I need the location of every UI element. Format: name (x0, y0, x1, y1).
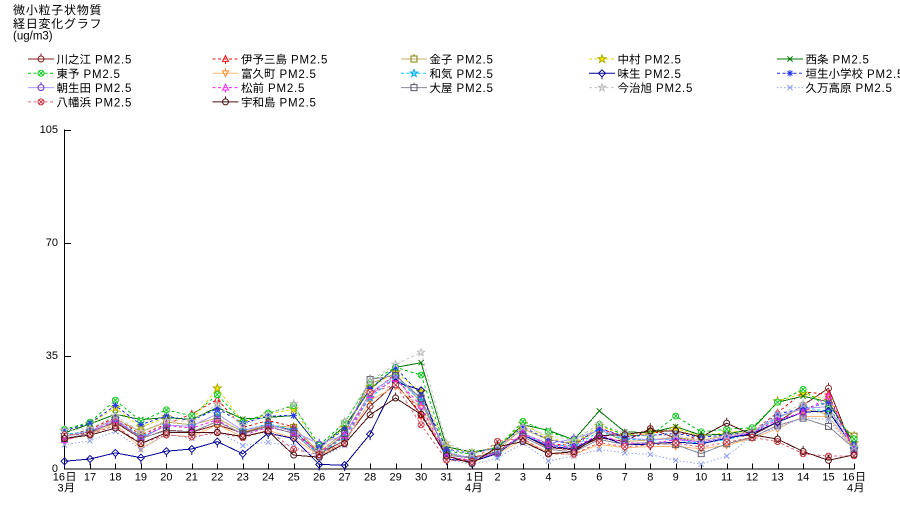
svg-text:35: 35 (46, 350, 58, 362)
svg-text:31: 31 (440, 472, 452, 484)
svg-text:10: 10 (695, 472, 707, 484)
svg-text:PM2.5: PM2.5 (867, 69, 900, 81)
svg-text:26: 26 (313, 472, 325, 484)
svg-text:15: 15 (822, 472, 834, 484)
svg-text:PM2.5: PM2.5 (84, 69, 121, 81)
svg-text:PM2.5: PM2.5 (856, 83, 893, 95)
svg-text:21: 21 (186, 472, 198, 484)
svg-text:PM2.5: PM2.5 (95, 55, 132, 67)
svg-text:4: 4 (465, 483, 471, 495)
svg-text:27: 27 (338, 472, 350, 484)
svg-text:19: 19 (135, 472, 147, 484)
svg-text:20: 20 (160, 472, 172, 484)
svg-text:24: 24 (262, 472, 274, 484)
svg-text:PM2.5: PM2.5 (645, 69, 682, 81)
svg-text:PM2.5: PM2.5 (833, 55, 870, 67)
svg-text:14: 14 (797, 472, 809, 484)
svg-text:PM2.5: PM2.5 (457, 83, 494, 95)
svg-text:PM2.5: PM2.5 (291, 55, 328, 67)
svg-text:PM2.5: PM2.5 (280, 69, 317, 81)
svg-text:PM2.5: PM2.5 (656, 83, 693, 95)
svg-text:PM2.5: PM2.5 (268, 83, 305, 95)
svg-text:PM2.5: PM2.5 (645, 55, 682, 67)
svg-text:1: 1 (466, 472, 472, 484)
svg-text:17: 17 (84, 472, 96, 484)
svg-text:5: 5 (571, 472, 577, 484)
svg-text:8: 8 (647, 472, 653, 484)
svg-text:12: 12 (746, 472, 758, 484)
svg-text:30: 30 (415, 472, 427, 484)
svg-text:3: 3 (520, 472, 526, 484)
svg-text:3: 3 (57, 483, 63, 495)
svg-text:4: 4 (847, 483, 853, 495)
svg-text:PM2.5: PM2.5 (457, 69, 494, 81)
svg-text:4: 4 (545, 472, 551, 484)
svg-text:0: 0 (52, 463, 58, 475)
svg-text:6: 6 (596, 472, 602, 484)
svg-text:18: 18 (109, 472, 121, 484)
svg-text:11: 11 (721, 472, 732, 484)
svg-text:7: 7 (622, 472, 628, 484)
svg-text:105: 105 (40, 124, 58, 136)
svg-text:22: 22 (211, 472, 223, 484)
svg-text:9: 9 (673, 472, 679, 484)
svg-text:PM2.5: PM2.5 (95, 83, 132, 95)
svg-text:23: 23 (237, 472, 249, 484)
svg-text:70: 70 (46, 237, 58, 249)
svg-text:(ug/m3): (ug/m3) (13, 31, 53, 43)
svg-text:28: 28 (364, 472, 376, 484)
svg-text:2: 2 (494, 472, 500, 484)
svg-text:PM2.5: PM2.5 (95, 97, 132, 109)
svg-text:PM2.5: PM2.5 (280, 97, 317, 109)
svg-text:16: 16 (53, 472, 65, 484)
svg-text:16: 16 (842, 472, 854, 484)
svg-text:25: 25 (288, 472, 300, 484)
svg-text:PM2.5: PM2.5 (457, 55, 494, 67)
svg-text:29: 29 (389, 472, 401, 484)
svg-text:13: 13 (771, 472, 783, 484)
